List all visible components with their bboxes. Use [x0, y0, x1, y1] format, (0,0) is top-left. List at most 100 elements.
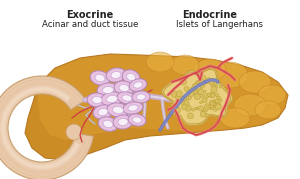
Polygon shape: [106, 68, 126, 82]
Polygon shape: [97, 83, 119, 97]
Text: Acinar and duct tissue: Acinar and duct tissue: [42, 20, 138, 29]
Circle shape: [193, 84, 197, 88]
Text: Exocrine: Exocrine: [66, 10, 114, 20]
Circle shape: [215, 93, 219, 97]
Circle shape: [200, 75, 206, 81]
Circle shape: [204, 93, 209, 98]
Circle shape: [171, 91, 178, 98]
Circle shape: [214, 82, 217, 85]
Polygon shape: [133, 117, 142, 123]
Polygon shape: [258, 85, 286, 105]
Circle shape: [212, 100, 218, 105]
Circle shape: [215, 104, 221, 110]
Polygon shape: [103, 86, 113, 93]
Circle shape: [200, 82, 205, 88]
Circle shape: [175, 105, 178, 109]
Polygon shape: [132, 91, 150, 103]
Circle shape: [182, 98, 185, 101]
Polygon shape: [123, 102, 143, 114]
Circle shape: [180, 80, 184, 84]
Circle shape: [185, 103, 188, 106]
Polygon shape: [25, 85, 200, 160]
Polygon shape: [111, 71, 121, 79]
Polygon shape: [239, 71, 271, 93]
Circle shape: [184, 86, 189, 91]
Polygon shape: [212, 62, 248, 88]
Circle shape: [205, 78, 212, 84]
Polygon shape: [103, 120, 113, 128]
Circle shape: [199, 81, 205, 87]
Polygon shape: [194, 59, 226, 81]
Text: Islets of Langerhans: Islets of Langerhans: [176, 20, 263, 29]
Circle shape: [176, 91, 182, 97]
Polygon shape: [25, 54, 288, 160]
Circle shape: [215, 99, 219, 103]
Polygon shape: [122, 70, 140, 84]
Circle shape: [196, 107, 198, 110]
Polygon shape: [128, 105, 138, 111]
Circle shape: [189, 91, 194, 96]
Circle shape: [208, 94, 211, 97]
Circle shape: [213, 107, 217, 111]
Circle shape: [192, 108, 195, 111]
Circle shape: [198, 89, 204, 95]
Polygon shape: [162, 68, 232, 125]
Polygon shape: [128, 114, 146, 126]
Circle shape: [203, 108, 208, 112]
Circle shape: [195, 107, 197, 110]
Polygon shape: [220, 108, 250, 128]
Polygon shape: [234, 94, 266, 116]
Circle shape: [198, 79, 203, 84]
Circle shape: [187, 90, 191, 94]
Polygon shape: [114, 81, 134, 95]
Circle shape: [209, 92, 215, 98]
Polygon shape: [134, 82, 142, 88]
Polygon shape: [117, 92, 137, 104]
Circle shape: [176, 99, 179, 102]
Polygon shape: [112, 107, 124, 113]
Circle shape: [210, 101, 214, 105]
Circle shape: [185, 96, 189, 99]
Polygon shape: [92, 96, 102, 103]
Circle shape: [200, 94, 203, 98]
Polygon shape: [95, 74, 105, 82]
Polygon shape: [113, 115, 133, 129]
Polygon shape: [98, 117, 118, 131]
Circle shape: [196, 89, 199, 92]
Circle shape: [211, 87, 217, 93]
Circle shape: [182, 80, 187, 85]
Circle shape: [196, 81, 201, 86]
Circle shape: [210, 93, 215, 98]
Polygon shape: [171, 55, 199, 75]
Circle shape: [209, 104, 214, 108]
Polygon shape: [87, 93, 107, 107]
Polygon shape: [98, 108, 108, 116]
Polygon shape: [146, 52, 174, 72]
Circle shape: [187, 96, 191, 100]
Polygon shape: [119, 84, 129, 91]
Polygon shape: [93, 105, 113, 119]
Circle shape: [217, 96, 220, 100]
Circle shape: [197, 81, 199, 84]
Circle shape: [203, 90, 206, 93]
Polygon shape: [118, 118, 128, 125]
Circle shape: [210, 101, 215, 106]
Polygon shape: [101, 92, 123, 106]
Circle shape: [210, 107, 213, 110]
Circle shape: [185, 105, 191, 111]
Circle shape: [218, 98, 222, 102]
Circle shape: [208, 105, 211, 108]
Circle shape: [209, 100, 214, 105]
Circle shape: [209, 78, 215, 84]
Circle shape: [214, 103, 217, 107]
Circle shape: [205, 113, 208, 117]
Circle shape: [184, 101, 189, 106]
Circle shape: [66, 124, 82, 140]
Circle shape: [188, 113, 194, 119]
Circle shape: [219, 85, 222, 88]
Circle shape: [202, 98, 207, 103]
Polygon shape: [127, 73, 135, 81]
Circle shape: [215, 85, 218, 88]
Circle shape: [208, 93, 211, 97]
Polygon shape: [164, 69, 231, 124]
